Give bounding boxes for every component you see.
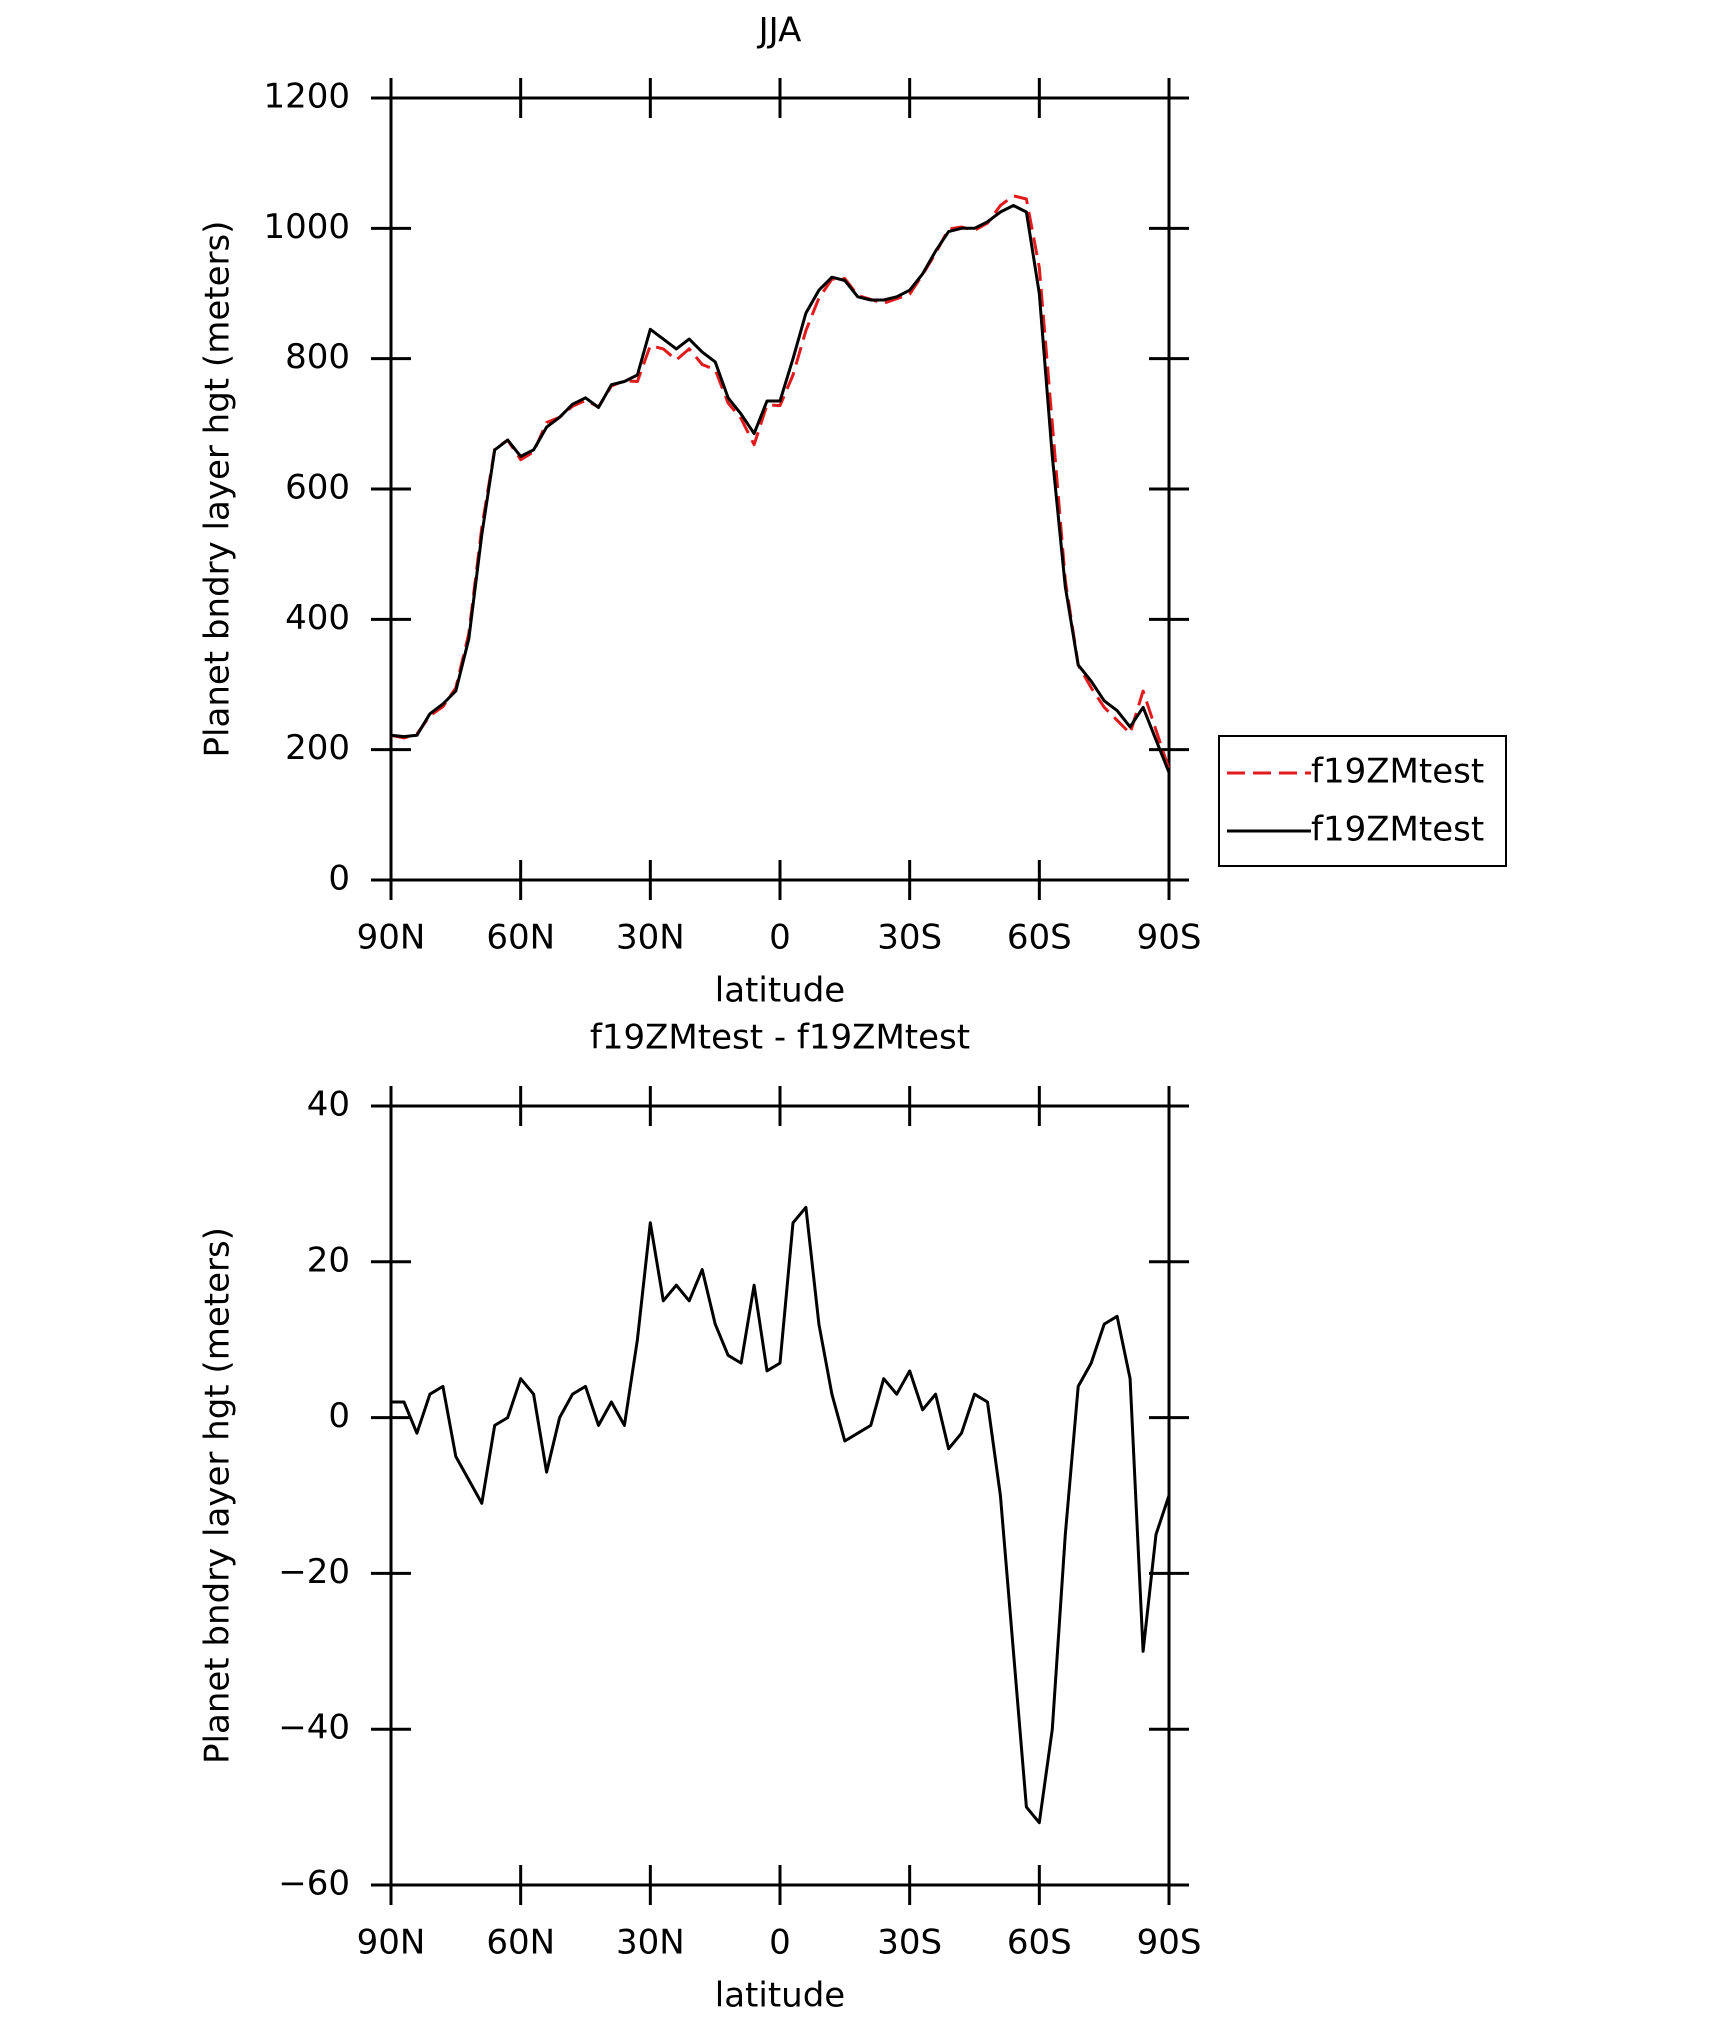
legend-label: f19ZMtest: [1311, 810, 1484, 850]
x-tick-label: 30N: [616, 918, 685, 958]
plot-frame: [389, 96, 1171, 882]
y-tick-label: 400: [285, 598, 350, 638]
chart-title: f19ZMtest - f19ZMtest: [590, 1018, 970, 1058]
x-tick-label: 90S: [1137, 918, 1202, 958]
y-tick-label: 600: [285, 468, 350, 508]
y-tick-label: 0: [328, 1396, 350, 1436]
y-tick-label: −20: [278, 1552, 350, 1592]
y-axis-label: Planet bndry layer hgt (meters): [198, 1227, 238, 1764]
legend-label: f19ZMtest: [1311, 752, 1484, 792]
chart-title: JJA: [757, 11, 802, 51]
plot-frame: [389, 1104, 1171, 1887]
x-tick-label: 90N: [357, 918, 426, 958]
y-tick-label: 0: [328, 859, 350, 899]
x-axis-label: latitude: [715, 971, 845, 1011]
x-axis-label: latitude: [715, 1976, 845, 2016]
x-tick-label: 30S: [877, 1923, 942, 1963]
x-tick-label: 60S: [1007, 918, 1072, 958]
y-tick-label: 800: [285, 337, 350, 377]
x-tick-label: 60S: [1007, 1923, 1072, 1963]
y-tick-label: 1000: [263, 207, 350, 247]
y-tick-label: 200: [285, 728, 350, 768]
legend-box: [1218, 735, 1507, 867]
x-tick-label: 60N: [486, 918, 555, 958]
x-tick-label: 60N: [486, 1923, 555, 1963]
x-tick-label: 0: [769, 918, 791, 958]
data-line: [391, 1205, 1171, 1825]
data-line: [390, 194, 1171, 770]
x-tick-label: 90S: [1137, 1923, 1202, 1963]
y-tick-label: 20: [307, 1240, 350, 1280]
y-tick-label: −60: [278, 1864, 350, 1904]
x-tick-label: 0: [769, 1923, 791, 1963]
y-axis-label: Planet bndry layer hgt (meters): [198, 221, 238, 758]
x-tick-label: 30N: [616, 1923, 685, 1963]
x-tick-label: 30S: [877, 918, 942, 958]
y-tick-label: 40: [307, 1085, 350, 1125]
data-line: [390, 204, 1171, 774]
y-tick-label: −40: [278, 1708, 350, 1748]
y-tick-label: 1200: [263, 77, 350, 117]
x-tick-label: 90N: [357, 1923, 426, 1963]
